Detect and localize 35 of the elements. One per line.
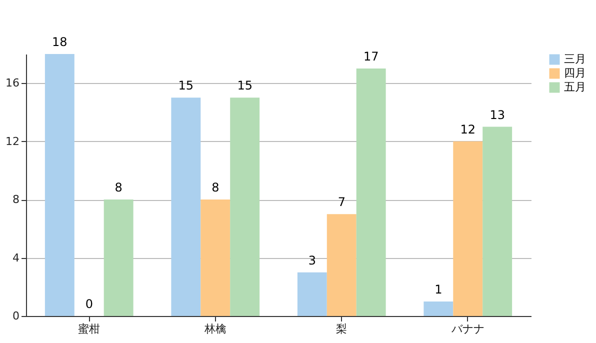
bar: [326, 214, 356, 316]
legend-label: 五月: [564, 80, 586, 94]
data-label: 7: [338, 195, 346, 210]
bar: [356, 68, 386, 316]
y-tick-label: 0: [12, 310, 20, 322]
data-label: 1: [434, 282, 442, 296]
data-label: 13: [490, 108, 505, 122]
bar: [104, 200, 134, 316]
x-tick-label: バナナ: [450, 322, 484, 336]
y-tick-label: 8: [12, 193, 20, 206]
bar: [44, 54, 74, 316]
data-label: 0: [85, 297, 93, 311]
y-tick-label: 16: [6, 76, 20, 90]
bar: [200, 200, 230, 316]
bar: [424, 301, 454, 316]
legend-label: 三月: [564, 52, 586, 66]
bar: [171, 98, 201, 316]
bar: [453, 141, 483, 316]
data-label: 15: [237, 78, 252, 93]
x-tick-label: 林檎: [203, 322, 226, 336]
data-label: 12: [460, 122, 476, 136]
data-label: 17: [363, 50, 379, 64]
bar: [230, 98, 260, 316]
legend-label: 四月: [564, 66, 586, 80]
x-tick-label: 梨: [336, 322, 348, 336]
data-label: 15: [178, 78, 194, 93]
y-tick-label: 12: [6, 134, 20, 148]
x-tick-label: 蜜柑: [78, 322, 100, 336]
y-tick-label: 4: [12, 251, 20, 264]
bar: [297, 272, 327, 316]
data-label: 8: [212, 180, 220, 195]
data-label: 18: [52, 35, 68, 49]
data-label: 8: [114, 180, 122, 195]
bar: [482, 126, 512, 316]
data-label: 3: [308, 253, 316, 268]
